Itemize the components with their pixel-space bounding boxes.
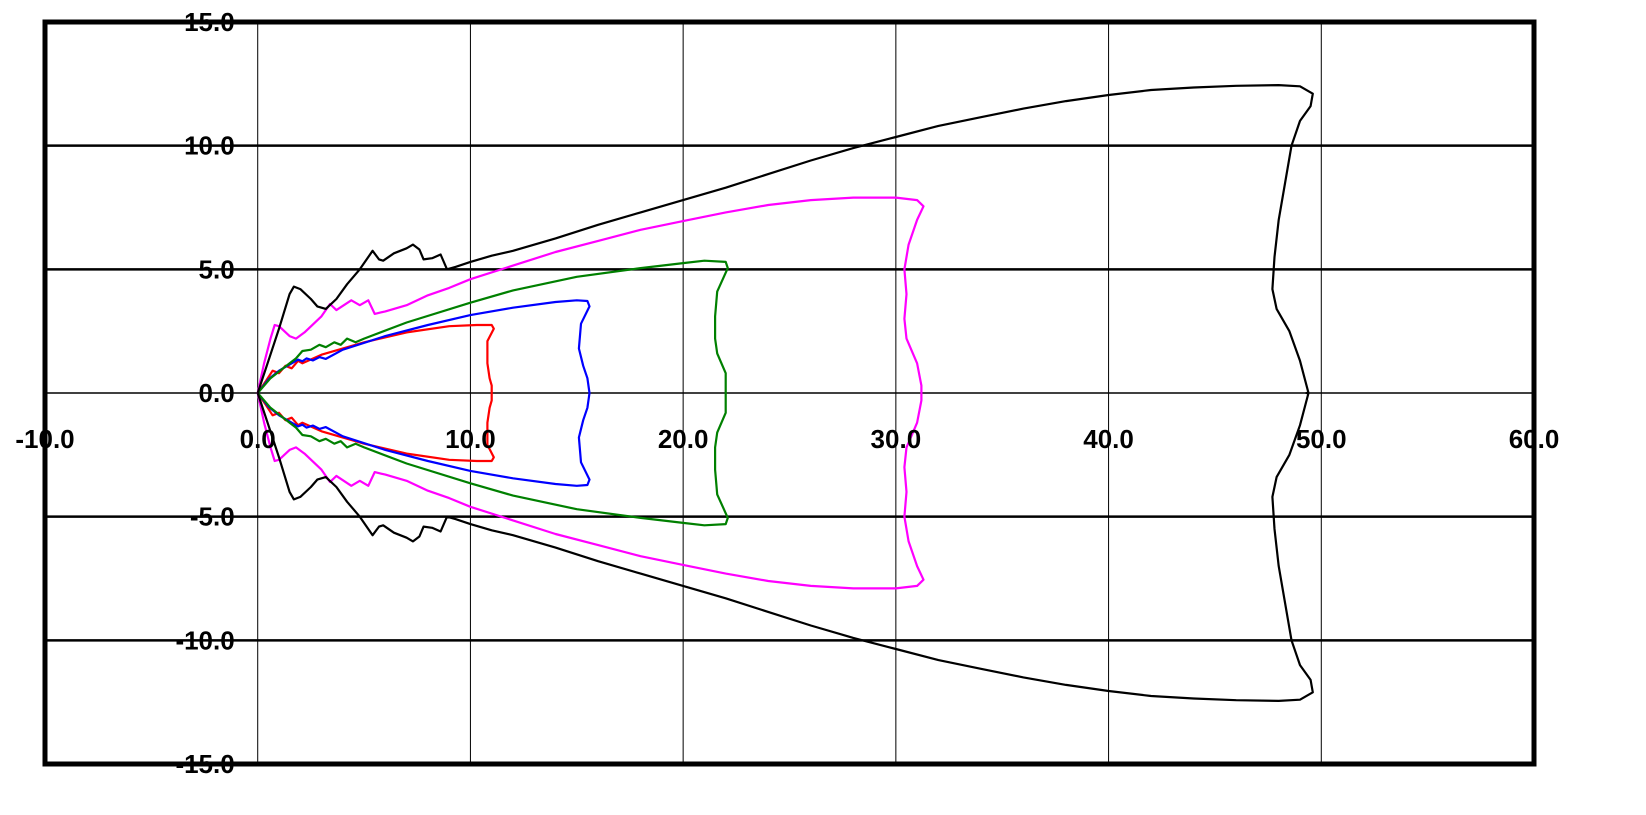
y-tick-label: -15.0 — [175, 749, 234, 779]
series-line-3 — [256, 259, 729, 527]
y-tick-label: 10.0 — [184, 131, 235, 161]
tick-labels: -15.0 -10.0 -5.0 0.0 5.0 10.0 15.0 -10.0 0.0 10.0… — [15, 7, 1559, 779]
x-tick-label: 60.0 — [1509, 424, 1560, 454]
y-tick-label: 0.0 — [199, 378, 235, 408]
series-line-1 — [256, 323, 495, 463]
y-tick-label: 15.0 — [184, 7, 235, 37]
y-tick-label: -5.0 — [190, 502, 235, 532]
x-tick-label: 20.0 — [658, 424, 709, 454]
x-tick-label: 40.0 — [1083, 424, 1134, 454]
x-tick-label: 50.0 — [1296, 424, 1347, 454]
y-tick-label: -10.0 — [175, 625, 234, 655]
x-tick-label: 10.0 — [445, 424, 496, 454]
series-line-4 — [256, 196, 925, 590]
x-tick-label: -10.0 — [15, 424, 74, 454]
y-tick-label: 5.0 — [199, 254, 235, 284]
series-layer — [256, 84, 1314, 702]
x-tick-label: 0.0 — [240, 424, 276, 454]
series-line-5 — [256, 84, 1314, 702]
x-tick-label: 30.0 — [871, 424, 922, 454]
series-line-2 — [256, 299, 591, 487]
grid-lines — [45, 22, 1534, 764]
plot-frame — [42, 19, 1537, 767]
